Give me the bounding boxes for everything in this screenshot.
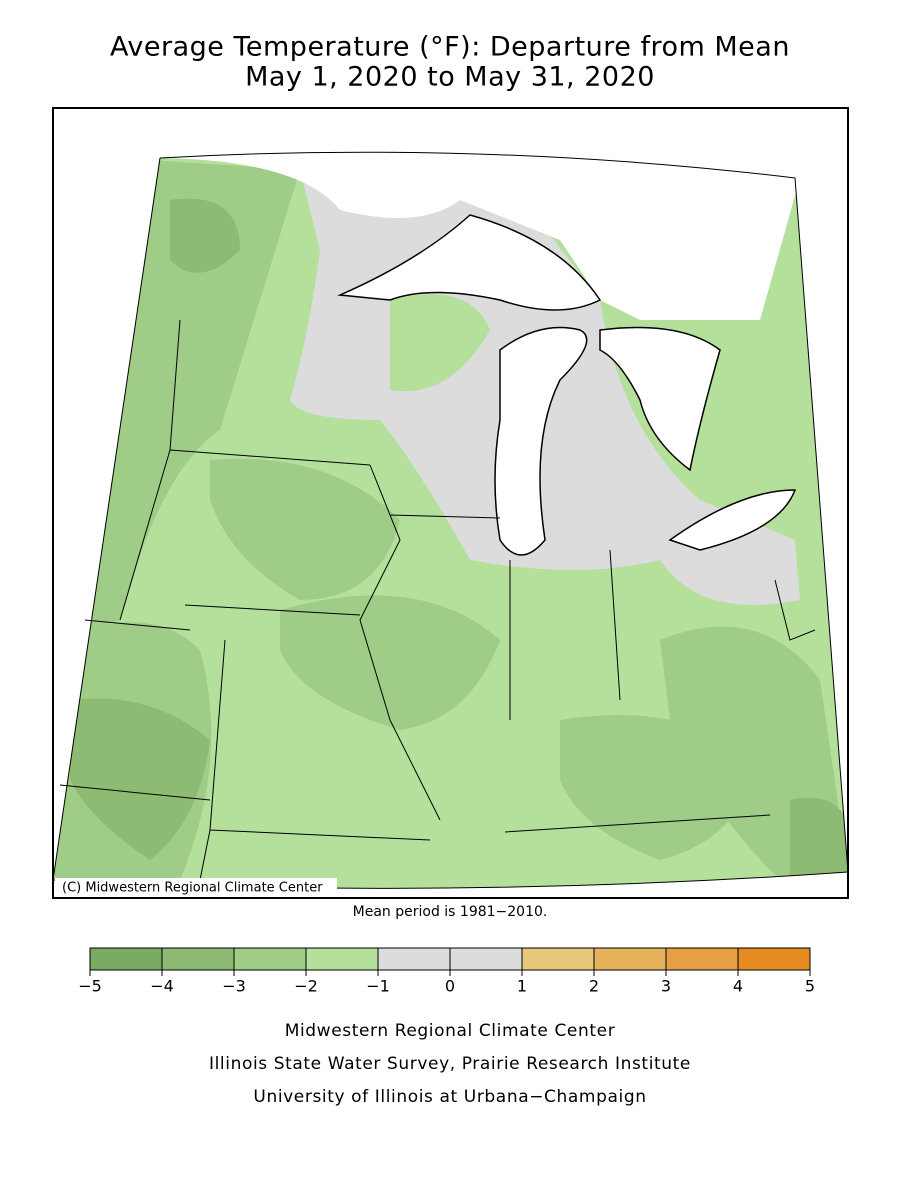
subtitle: May 1, 2020 to May 31, 2020: [245, 62, 655, 93]
title: Average Temperature (°F): Departure from…: [110, 32, 790, 63]
legend-swatch: [161, 947, 235, 971]
footer-line: Illinois State Water Survey, Prairie Res…: [209, 1054, 691, 1074]
legend-swatch: [665, 947, 739, 971]
legend-swatch: [89, 947, 163, 971]
legend-tick-label: 5: [805, 977, 815, 996]
legend-tick-label: 2: [589, 977, 599, 996]
legend-swatch: [593, 947, 667, 971]
legend-swatch: [377, 947, 451, 971]
legend-tick-label: −3: [222, 977, 246, 996]
legend-tick-label: −4: [150, 977, 174, 996]
map: (C) Midwestern Regional Climate Center: [52, 107, 849, 899]
legend-tick-label: −5: [78, 977, 102, 996]
map-credit: (C) Midwestern Regional Climate Center: [62, 881, 323, 896]
legend-tick-label: −2: [294, 977, 318, 996]
legend-swatch: [449, 947, 523, 971]
legend-swatch: [305, 947, 379, 971]
legend-swatch: [233, 947, 307, 971]
legend-tick-label: 3: [661, 977, 671, 996]
legend-swatch: [737, 947, 811, 971]
footer-line: University of Illinois at Urbana−Champai…: [253, 1087, 646, 1107]
legend-tick-label: 4: [733, 977, 743, 996]
legend-tick-label: 0: [445, 977, 455, 996]
footer-line: Midwestern Regional Climate Center: [285, 1021, 616, 1041]
legend: −5 −4 −3 −2 −1 0 1 2 3 4 5: [78, 947, 815, 996]
legend-swatch: [521, 947, 595, 971]
legend-tick-label: −1: [366, 977, 390, 996]
legend-tick-label: 1: [517, 977, 527, 996]
note: Mean period is 1981−2010.: [353, 904, 548, 920]
